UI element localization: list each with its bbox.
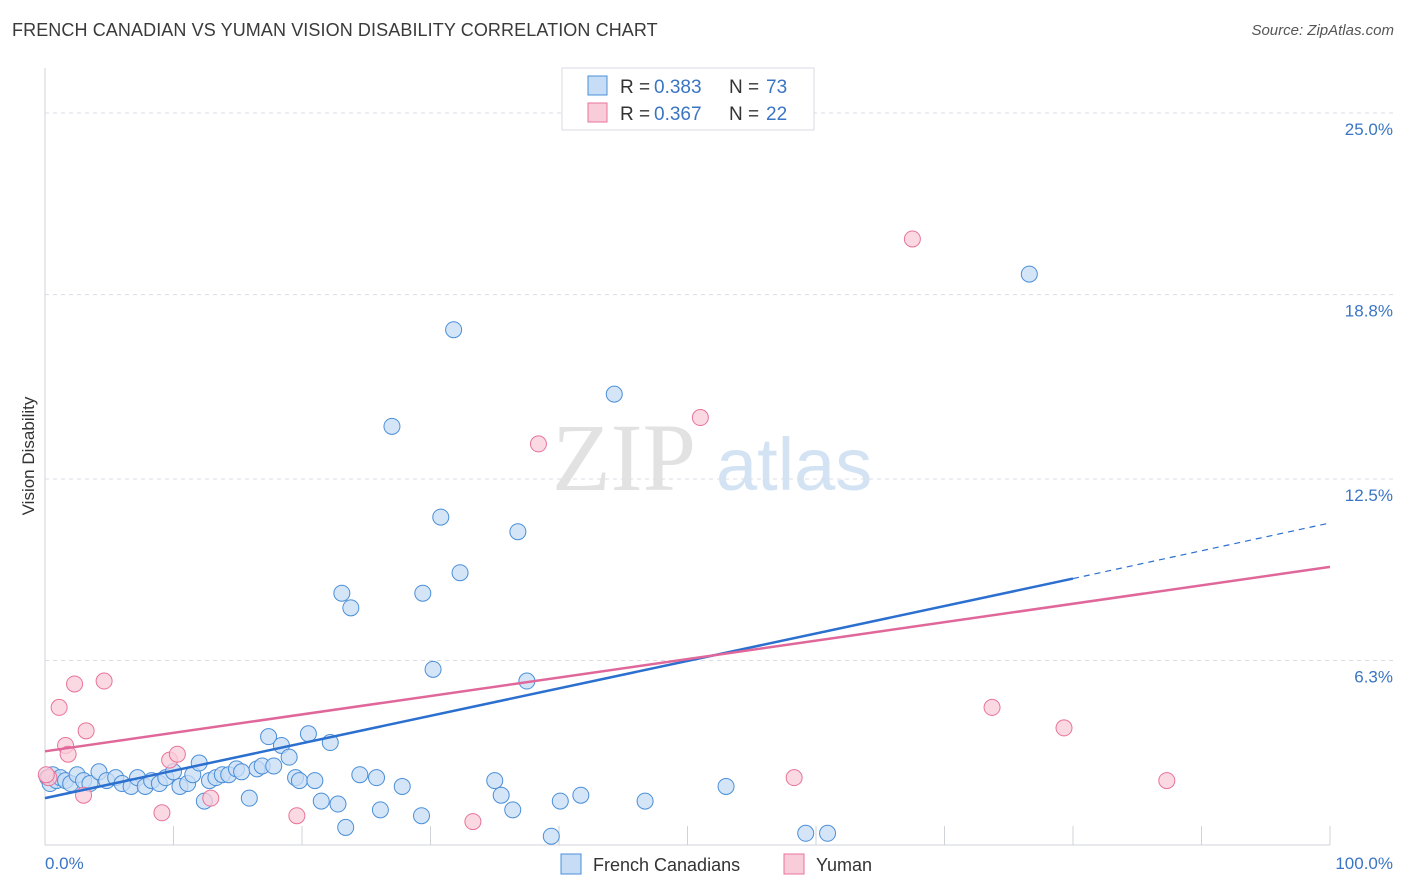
- point-french-canadians: [371, 801, 389, 819]
- trend-lines: [44, 522, 1331, 800]
- point-yuman: [464, 813, 482, 831]
- bottom-legend-swatch-pink: [783, 853, 805, 875]
- point-french-canadians: [312, 792, 330, 810]
- y-tick-labels: 6.3% 12.5% 18.8% 25.0%: [1345, 120, 1393, 686]
- point-yuman: [77, 722, 95, 740]
- point-french-canadians: [290, 772, 308, 790]
- point-french-canadians: [280, 748, 298, 766]
- legend-r-value-blue: 0.383: [654, 77, 702, 98]
- point-french-canadians: [504, 801, 522, 819]
- trend-line-yuman: [44, 565, 1331, 753]
- point-french-canadians: [260, 728, 278, 746]
- point-french-canadians: [551, 792, 569, 810]
- point-french-canadians: [240, 789, 258, 807]
- bottom-legend-label-french-canadians: French Canadians: [593, 855, 740, 875]
- point-french-canadians: [265, 757, 283, 775]
- point-french-canadians: [351, 766, 369, 784]
- point-french-canadians: [432, 508, 450, 526]
- point-french-canadians: [819, 824, 837, 842]
- legend: R = 0.383 N = 73 R = 0.367 N = 22: [561, 67, 815, 131]
- y-tick-label: 18.8%: [1345, 302, 1393, 321]
- legend-r-label-blue: R =: [620, 77, 650, 98]
- y-tick-label: 25.0%: [1345, 120, 1393, 139]
- series-yuman: [37, 230, 1176, 831]
- x-tick-label-max: 100.0%: [1335, 854, 1393, 873]
- gridlines: [45, 112, 1395, 662]
- point-french-canadians: [424, 660, 442, 678]
- legend-swatch-blue: [587, 75, 608, 96]
- point-french-canadians: [717, 777, 735, 795]
- x-ticks: [173, 826, 1331, 845]
- point-yuman: [288, 807, 306, 825]
- legend-r-value-pink: 0.367: [654, 104, 702, 125]
- chart-source: Source: ZipAtlas.com: [1251, 22, 1394, 39]
- point-yuman: [95, 672, 113, 690]
- point-french-canadians: [486, 772, 504, 790]
- point-french-canadians: [368, 769, 386, 787]
- bottom-legend-swatch-blue: [560, 853, 582, 875]
- watermark-zip: ZIP: [552, 404, 696, 511]
- legend-n-value-pink: 22: [766, 104, 787, 125]
- point-yuman: [153, 804, 171, 822]
- legend-r-label-pink: R =: [620, 104, 650, 125]
- point-french-canadians: [451, 564, 469, 582]
- point-french-canadians: [413, 807, 431, 825]
- point-french-canadians: [299, 725, 317, 743]
- point-french-canadians: [797, 824, 815, 842]
- x-tick-label-min: 0.0%: [45, 854, 84, 873]
- point-yuman: [59, 745, 77, 763]
- point-french-canadians: [542, 827, 560, 845]
- point-yuman: [1055, 719, 1073, 737]
- legend-n-label-pink: N =: [729, 104, 759, 125]
- point-yuman: [1158, 772, 1176, 790]
- point-yuman: [50, 698, 68, 716]
- point-french-canadians: [572, 786, 590, 804]
- point-yuman: [202, 789, 220, 807]
- point-yuman: [66, 675, 84, 693]
- trend-line-french-canadians-projection: [1072, 522, 1331, 580]
- point-french-canadians: [414, 584, 432, 602]
- point-yuman: [691, 409, 709, 427]
- series-french-canadians: [39, 265, 1038, 845]
- chart-title: FRENCH CANADIAN VS YUMAN VISION DISABILI…: [12, 20, 658, 40]
- point-yuman: [37, 766, 55, 784]
- legend-n-value-blue: 73: [766, 77, 787, 98]
- legend-n-label-blue: N =: [729, 77, 759, 98]
- bottom-legend-label-yuman: Yuman: [816, 855, 872, 875]
- y-tick-label: 6.3%: [1354, 668, 1393, 687]
- point-french-canadians: [509, 523, 527, 541]
- point-yuman: [168, 745, 186, 763]
- point-french-canadians: [605, 385, 623, 403]
- point-french-canadians: [342, 599, 360, 617]
- point-french-canadians: [1020, 265, 1038, 283]
- point-french-canadians: [329, 795, 347, 813]
- point-yuman: [983, 698, 1001, 716]
- legend-swatch-pink: [587, 102, 608, 123]
- trend-line-french-canadians: [44, 577, 1074, 800]
- bottom-legend: French Canadians Yuman: [560, 853, 872, 875]
- point-french-canadians: [636, 792, 654, 810]
- point-french-canadians: [306, 772, 324, 790]
- point-french-canadians: [383, 417, 401, 435]
- y-axis-label: Vision Disability: [19, 396, 38, 515]
- point-french-canadians: [393, 777, 411, 795]
- point-yuman: [529, 435, 547, 453]
- watermark-atlas: atlas: [716, 423, 872, 506]
- point-french-canadians: [233, 763, 251, 781]
- point-yuman: [785, 769, 803, 787]
- point-french-canadians: [445, 321, 463, 339]
- point-french-canadians: [337, 818, 355, 836]
- point-yuman: [903, 230, 921, 248]
- point-french-canadians: [333, 584, 351, 602]
- point-french-canadians: [492, 786, 510, 804]
- y-tick-label: 12.5%: [1345, 486, 1393, 505]
